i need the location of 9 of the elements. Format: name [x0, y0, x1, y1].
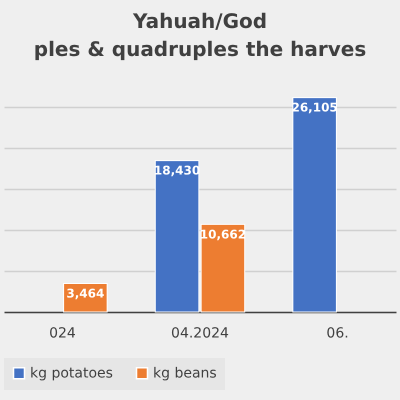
legend-label: kg beans [153, 365, 217, 382]
x-tick-label: 06. [326, 326, 349, 342]
data-label: 3,464 [66, 286, 104, 301]
chart-subtitle: ples & quadruples the harves [34, 37, 366, 61]
x-tick-label: 024 [49, 326, 76, 342]
chart-title: Yahuah/God [132, 9, 268, 33]
x-tick-label: 04.2024 [171, 326, 230, 342]
bar [292, 97, 337, 312]
legend-label: kg potatoes [30, 365, 113, 382]
